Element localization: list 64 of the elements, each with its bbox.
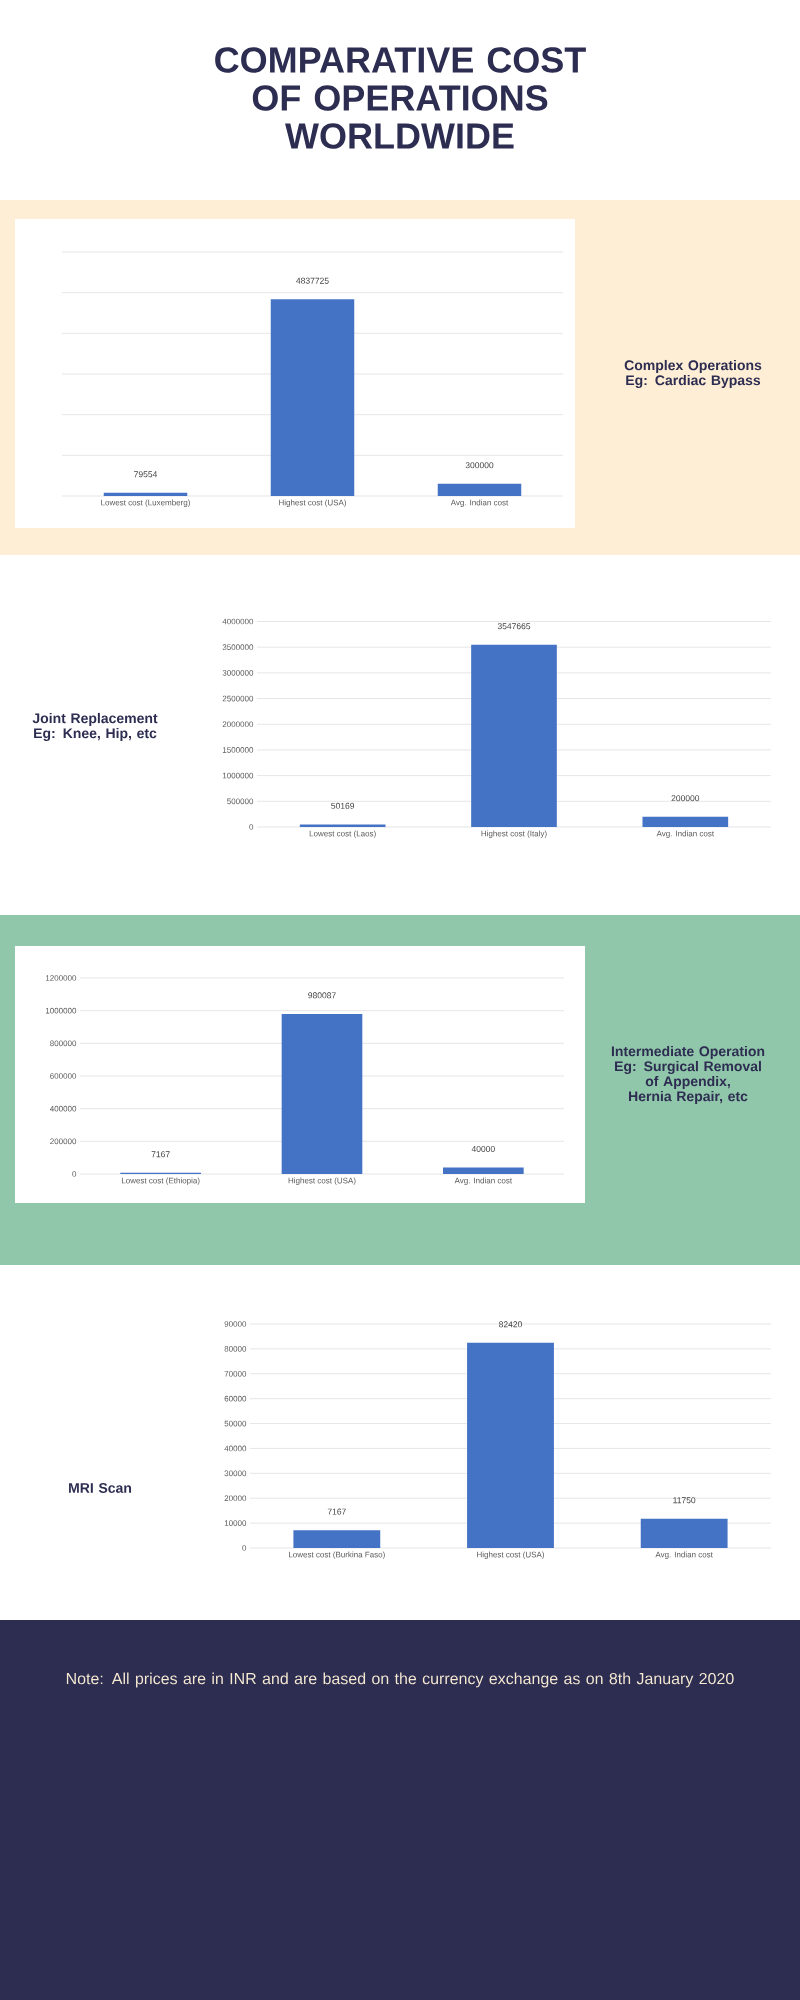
bar <box>642 816 729 827</box>
x-tick-label: Highest cost (Italy) <box>481 830 547 838</box>
y-tick-label: 40000 <box>224 1445 247 1452</box>
x-tick-label: Highest cost (USA) <box>288 1177 356 1185</box>
text: MRI Scan <box>69 1483 132 1493</box>
x-tick-label: Highest cost (USA) <box>279 499 346 507</box>
bar <box>467 1342 554 1548</box>
data-label: 3547665 <box>497 623 531 630</box>
y-tick-label: 3000000 <box>222 670 254 676</box>
y-tick-label: 200000 <box>50 1138 77 1145</box>
x-tick-label: Lowest cost (Burkina Faso) <box>289 1551 385 1559</box>
text: Note: All prices are in INR and are based on the currency exchange as on 8th January 2020 <box>66 1672 734 1688</box>
data-label: 11750 <box>673 1497 696 1504</box>
y-tick-label: 60000 <box>224 1395 247 1402</box>
y-tick-label: 80000 <box>224 1346 247 1352</box>
x-tick-label: Lowest cost (Luxemberg) <box>101 499 190 507</box>
bar <box>281 1013 363 1174</box>
y-tick-label: 70000 <box>224 1370 247 1377</box>
data-label: 300000 <box>465 462 494 469</box>
x-tick-label: Lowest cost (Ethiopia) <box>121 1177 200 1185</box>
y-tick-label: 0 <box>242 1545 247 1551</box>
y-tick-label: 20000 <box>224 1495 247 1502</box>
y-tick-label: 1000000 <box>45 1007 77 1014</box>
data-label: 50169 <box>331 802 355 809</box>
bar <box>442 1167 524 1174</box>
data-label: 7167 <box>151 1151 170 1158</box>
bar <box>293 1530 381 1548</box>
y-tick-label: 800000 <box>50 1040 77 1047</box>
y-tick-label: 4000000 <box>222 618 254 625</box>
y-tick-label: 2500000 <box>222 695 254 702</box>
y-tick-label: 30000 <box>224 1470 247 1477</box>
bar <box>299 824 386 827</box>
data-label: 82420 <box>499 1321 522 1328</box>
data-label: 79554 <box>134 471 158 478</box>
y-tick-label: 0 <box>249 824 254 830</box>
x-tick-label: Avg. Indian cost <box>656 830 715 838</box>
x-tick-label: Lowest cost (Laos) <box>309 830 376 838</box>
y-tick-label: 0 <box>72 1171 77 1177</box>
data-label: 980087 <box>308 992 336 999</box>
y-tick-label: 1000000 <box>222 772 254 779</box>
bar <box>640 1518 728 1548</box>
y-tick-label: 1200000 <box>45 975 77 981</box>
y-tick-label: 500000 <box>227 798 254 805</box>
bar <box>471 644 557 827</box>
y-tick-label: 10000 <box>224 1520 247 1526</box>
y-tick-label: 90000 <box>224 1321 247 1327</box>
x-tick-label: Highest cost (USA) <box>477 1551 544 1559</box>
data-label: 200000 <box>671 795 700 802</box>
y-tick-label: 600000 <box>50 1073 77 1079</box>
x-tick-label: Avg. Indian cost <box>655 1551 713 1559</box>
data-label: 40000 <box>471 1145 495 1152</box>
y-tick-label: 1500000 <box>222 747 254 753</box>
y-tick-label: 2000000 <box>222 721 254 728</box>
y-tick-label: 400000 <box>49 1105 77 1112</box>
y-tick-label: 3500000 <box>222 644 254 651</box>
text: Intermediate Operation Eg: Surgical Removal of Appendix, Hernia Repair, etc <box>611 1045 765 1105</box>
y-tick-label: 50000 <box>224 1420 247 1427</box>
data-label: 4837725 <box>296 277 329 284</box>
x-tick-label: Avg. Indian cost <box>450 499 509 507</box>
text: Complex Operations Eg: Cardiac Bypass <box>624 359 762 389</box>
chart-title: COMPARATIVE COST OF OPERATIONS WORLDWIDE <box>215 47 586 149</box>
data-label: 7167 <box>327 1508 346 1515</box>
text: Joint Replacement Eg: Knee, Hip, etc <box>32 712 158 742</box>
x-tick-label: Avg. Indian cost <box>454 1177 513 1185</box>
